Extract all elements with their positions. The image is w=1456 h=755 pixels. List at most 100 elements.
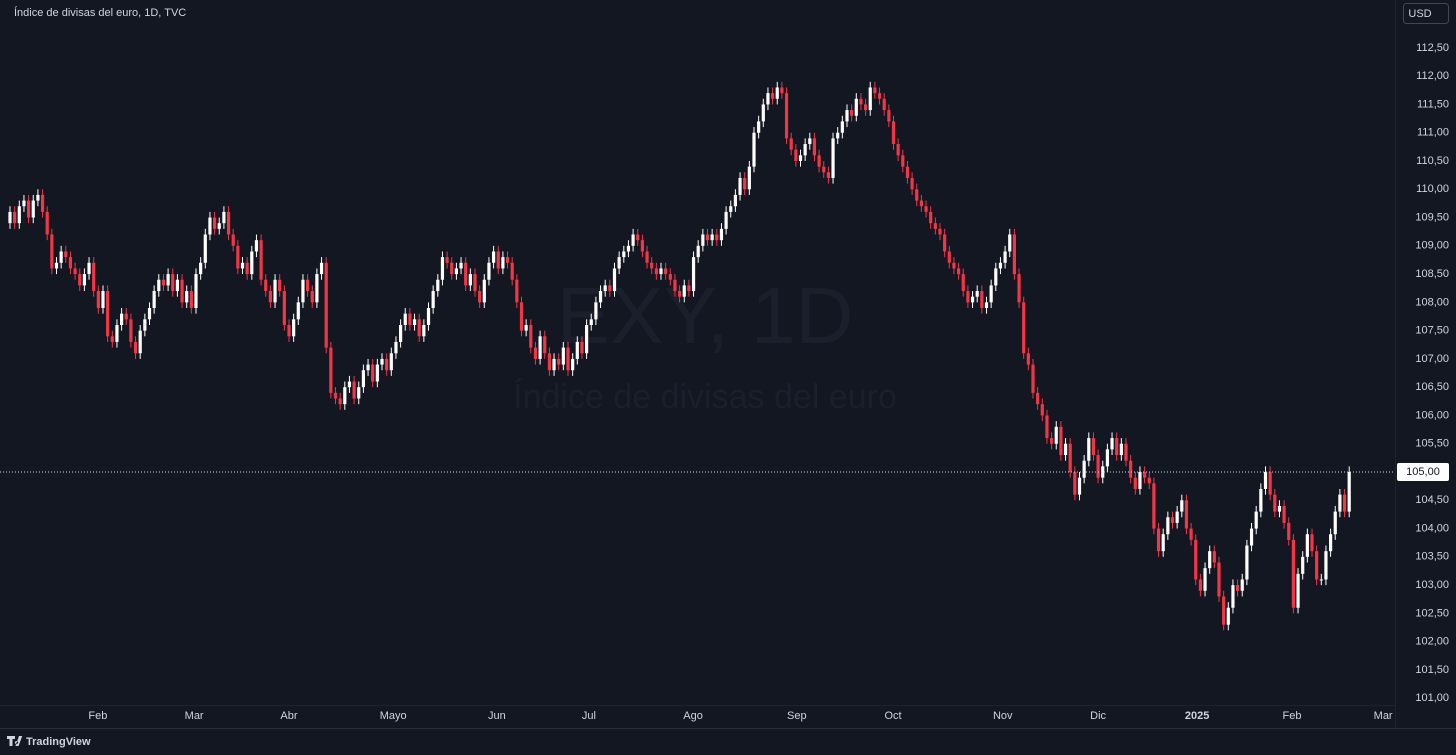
candle-body (1208, 551, 1212, 569)
candle-body (1105, 449, 1109, 467)
candle-body (668, 274, 672, 280)
candle-body (1045, 415, 1049, 439)
candle-body (36, 194, 40, 201)
candle-body (1222, 596, 1226, 625)
candle-body (1194, 539, 1198, 580)
candle-body (138, 330, 142, 354)
candle-body (896, 144, 900, 156)
candle-body (1017, 274, 1021, 303)
candle-body (612, 268, 617, 292)
candle-body (45, 211, 49, 235)
candle-body (515, 279, 519, 303)
candle-body (770, 93, 775, 99)
candle-body (1301, 556, 1305, 574)
candle-body (110, 336, 114, 342)
candle-body (594, 302, 598, 320)
candle-body (664, 268, 668, 275)
candle-body (226, 211, 231, 235)
candle-body (752, 132, 756, 167)
candle-body (984, 302, 989, 309)
candle-body (743, 177, 747, 190)
brand: TradingView (26, 736, 91, 748)
candle-body (264, 279, 268, 292)
candle-body (185, 291, 189, 303)
x-tick-label: Sep (787, 710, 807, 722)
candle-body (524, 324, 528, 331)
candle-body (598, 291, 603, 303)
candle-body (994, 268, 998, 286)
candle-body (250, 251, 254, 275)
x-tick-label: Jun (488, 710, 506, 722)
candle-body (1240, 579, 1244, 591)
y-tick-label: 107,00 (1415, 353, 1449, 365)
x-tick-label: Feb (1283, 710, 1302, 722)
candle-body (301, 279, 305, 303)
candle-body (566, 347, 570, 371)
candle-body (677, 291, 682, 297)
candle-body (1296, 573, 1300, 608)
candle-body (901, 155, 905, 167)
candle-body (738, 177, 742, 195)
candle-body (385, 358, 389, 371)
candle-body (54, 262, 59, 269)
candle-body (1119, 443, 1123, 456)
candle-body (1273, 494, 1277, 512)
candle-body (919, 200, 923, 207)
candle-body (194, 274, 198, 309)
candle-body (631, 234, 635, 246)
candle-body (1259, 488, 1263, 512)
candle-body (468, 274, 472, 286)
candle-body (1068, 443, 1072, 473)
candle-body (1012, 234, 1016, 275)
candle-body (1328, 534, 1333, 552)
candle-body (199, 262, 203, 275)
candle-body (552, 358, 556, 371)
candle-body (366, 364, 370, 371)
candle-body (1138, 472, 1142, 489)
candle-body (1077, 477, 1082, 495)
candle-body (863, 104, 868, 111)
candle-body (189, 291, 193, 309)
candle-body (701, 234, 705, 246)
currency-button[interactable] (1403, 3, 1449, 24)
candle-body (780, 87, 784, 94)
x-tick-label: Ago (683, 710, 703, 722)
candle-body (1282, 505, 1286, 523)
candle-body (464, 262, 468, 286)
candle-body (1235, 585, 1240, 591)
candle-body (1082, 460, 1086, 478)
candle-body (1133, 477, 1137, 489)
candle-body (817, 155, 821, 167)
candle-body (854, 98, 858, 116)
candle-body (1175, 511, 1179, 523)
candle-body (496, 251, 500, 269)
candle-body (1268, 472, 1272, 495)
x-tick-label: Oct (884, 710, 901, 722)
candle-body (287, 324, 291, 337)
candle-body (417, 319, 421, 337)
candle-body (473, 274, 477, 292)
candle-body (343, 387, 347, 405)
candle-body (106, 291, 110, 337)
candle-body (696, 245, 700, 258)
candle-body (961, 274, 965, 292)
candle-body (724, 211, 728, 229)
candle-body (161, 279, 166, 286)
candle-body (673, 279, 677, 292)
x-tick-label: 2025 (1185, 710, 1209, 722)
candle-body (1212, 551, 1216, 563)
candle-body (859, 98, 863, 105)
candle-body (1156, 528, 1161, 552)
y-tick-label: 108,00 (1415, 296, 1449, 308)
candle-body (180, 279, 184, 303)
candle-body (943, 234, 947, 252)
y-tick-label: 105,50 (1415, 438, 1449, 450)
candle-body (1063, 443, 1068, 456)
currency-label[interactable]: USD (1408, 8, 1431, 20)
candle-body (380, 358, 384, 365)
candle-body (1249, 528, 1254, 546)
candle-body (505, 257, 510, 263)
